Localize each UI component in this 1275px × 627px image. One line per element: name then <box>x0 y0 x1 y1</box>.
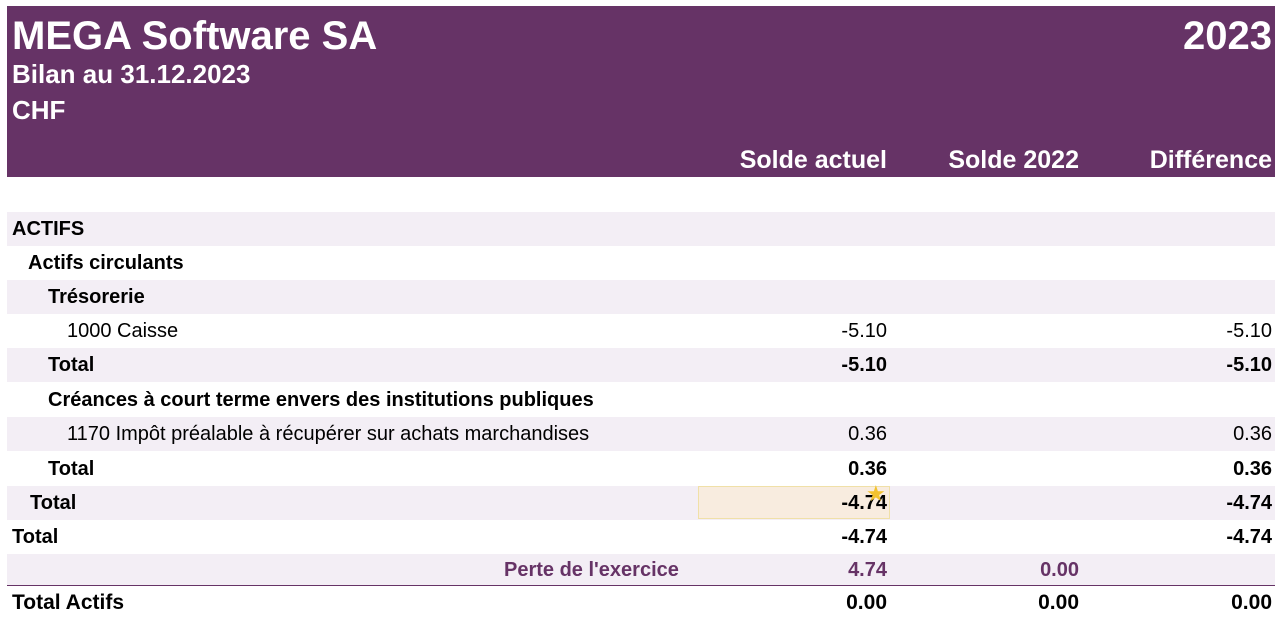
row-label: Créances à court terme envers des instit… <box>48 389 594 411</box>
table-row[interactable]: Total Actifs 0.00 0.00 0.00 <box>7 586 1275 620</box>
table-row[interactable]: Trésorerie <box>7 280 1275 314</box>
value-current: -4.74 <box>841 492 887 514</box>
row-label: Total <box>30 492 77 514</box>
table-row[interactable]: Créances à court terme envers des instit… <box>7 383 1275 417</box>
report-currency: CHF <box>12 95 66 125</box>
table-row[interactable]: 1000 Caisse -5.10 -5.10 <box>7 314 1275 348</box>
value-current: -4.74 <box>841 526 887 548</box>
row-label: 1170 Impôt préalable à récupérer sur ach… <box>67 423 590 445</box>
row-label: Trésorerie <box>48 286 145 308</box>
star-icon: ★ <box>866 481 886 506</box>
separator-line <box>7 585 1275 586</box>
table-row[interactable]: Total 0.36 0.36 <box>7 452 1275 486</box>
table-row-values: -4.74 -4.74 <box>7 486 1275 520</box>
value-current: -5.10 <box>841 320 887 342</box>
selected-cell-highlight[interactable] <box>698 486 890 519</box>
value-difference: -4.74 <box>1226 526 1272 548</box>
company-name: MEGA Software SA <box>12 14 378 58</box>
column-header-difference: Différence <box>1149 146 1272 174</box>
value-current: 0.36 <box>848 458 887 480</box>
value-difference: 0.36 <box>1233 423 1272 445</box>
column-header-current: Solde actuel <box>739 146 887 174</box>
report-subtitle: Bilan au 31.12.2023 <box>12 59 251 89</box>
table-row[interactable]: Total -5.10 -5.10 <box>7 348 1275 382</box>
value-previous: 0.00 <box>1038 591 1079 614</box>
table-row[interactable]: ACTIFS <box>7 212 1275 246</box>
value-current: 4.74 <box>848 559 887 581</box>
row-label: Total <box>48 458 95 480</box>
table-row[interactable]: Perte de l'exercice 4.74 0.00 <box>7 554 1275 585</box>
value-difference: -4.74 <box>1226 492 1272 514</box>
row-label: Actifs circulants <box>28 252 184 274</box>
report-header: MEGA Software SA 2023 Bilan au 31.12.202… <box>7 6 1275 177</box>
value-difference: -5.10 <box>1226 354 1272 376</box>
table-row[interactable]: Total <box>7 486 1275 520</box>
table-row[interactable]: Total -4.74 -4.74 <box>7 520 1275 554</box>
table-row[interactable]: Actifs circulants <box>7 246 1275 280</box>
table-row[interactable]: 1170 Impôt préalable à récupérer sur ach… <box>7 417 1275 451</box>
value-current: 0.00 <box>846 591 887 614</box>
value-difference: -5.10 <box>1226 320 1272 342</box>
row-label: Total <box>12 526 59 548</box>
value-current: 0.36 <box>848 423 887 445</box>
value-current: -5.10 <box>841 354 887 376</box>
value-difference: 0.36 <box>1233 458 1272 480</box>
report-year: 2023 <box>1183 14 1272 58</box>
value-previous: 0.00 <box>1040 559 1079 581</box>
row-label: Total <box>48 354 95 376</box>
value-difference: 0.00 <box>1231 591 1272 614</box>
column-header-previous: Solde 2022 <box>948 146 1079 174</box>
row-label: Perte de l'exercice <box>504 559 679 581</box>
row-label: Total Actifs <box>12 591 125 614</box>
row-label: 1000 Caisse <box>67 320 179 342</box>
row-label: ACTIFS <box>12 218 85 240</box>
